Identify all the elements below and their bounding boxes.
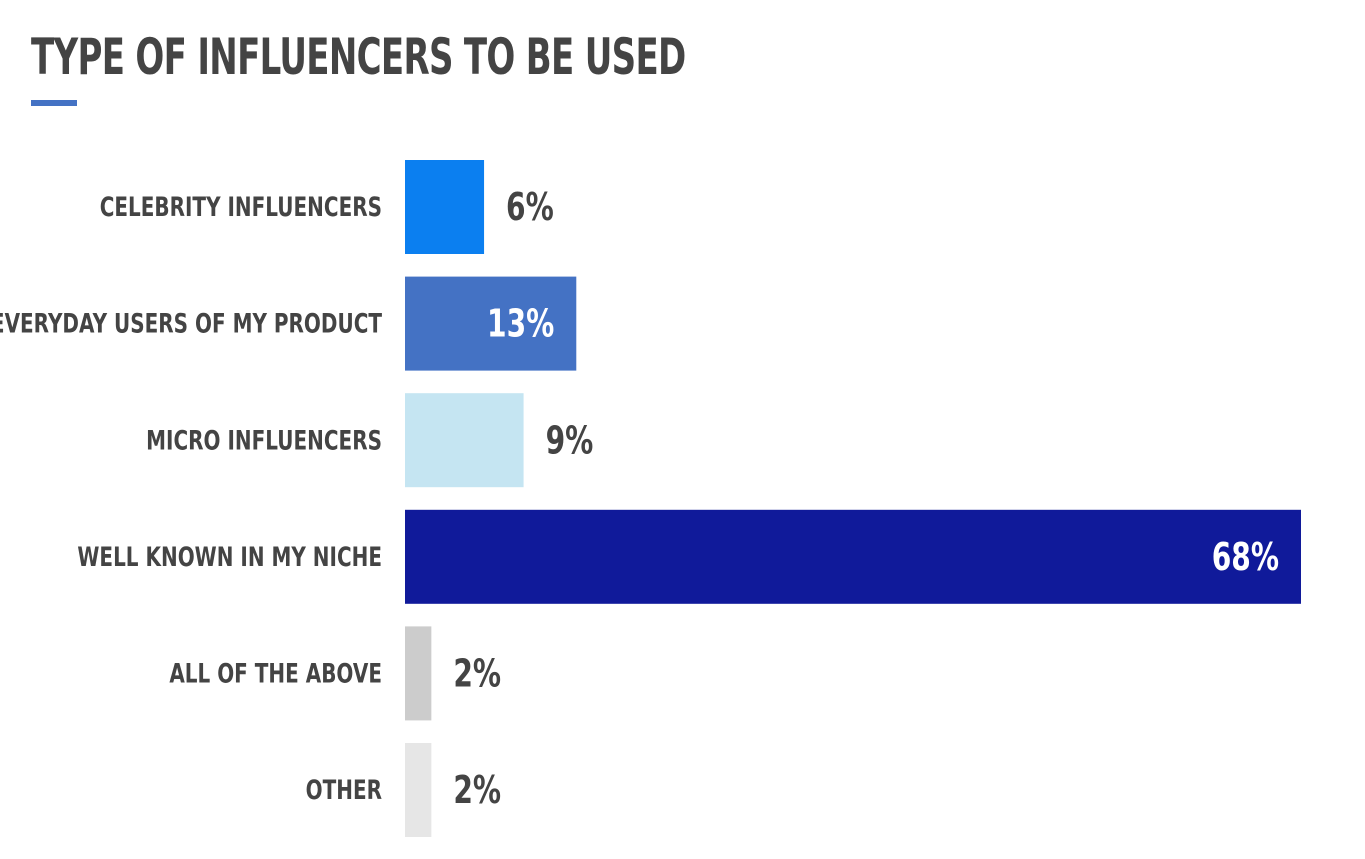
bar — [405, 160, 485, 254]
bar — [405, 743, 432, 837]
category-label: WELL KNOWN IN MY NICHE — [77, 541, 382, 573]
category-label: EVERYDAY USERS OF MY PRODUCT — [0, 308, 383, 340]
value-label: 9% — [546, 418, 594, 462]
category-label: MICRO INFLUENCERS — [146, 424, 382, 456]
value-label: 68% — [1212, 535, 1279, 579]
title-underline — [31, 100, 77, 106]
category-label: OTHER — [306, 774, 382, 806]
value-label: 2% — [453, 651, 501, 695]
bar — [405, 626, 432, 721]
bar — [405, 509, 1301, 604]
bar — [405, 276, 577, 371]
chart-title: TYPE OF INFLUENCERS TO BE USED — [31, 28, 686, 86]
category-label: CELEBRITY INFLUENCERS — [100, 191, 382, 223]
bar — [405, 393, 524, 488]
value-label: 6% — [506, 185, 554, 229]
category-label: ALL OF THE ABOVE — [169, 657, 382, 689]
bars-layer: CELEBRITY INFLUENCERS 6% EVERYDAY USERS OF… — [0, 160, 1301, 837]
value-label: 13% — [487, 301, 554, 345]
value-label: 2% — [453, 768, 501, 812]
